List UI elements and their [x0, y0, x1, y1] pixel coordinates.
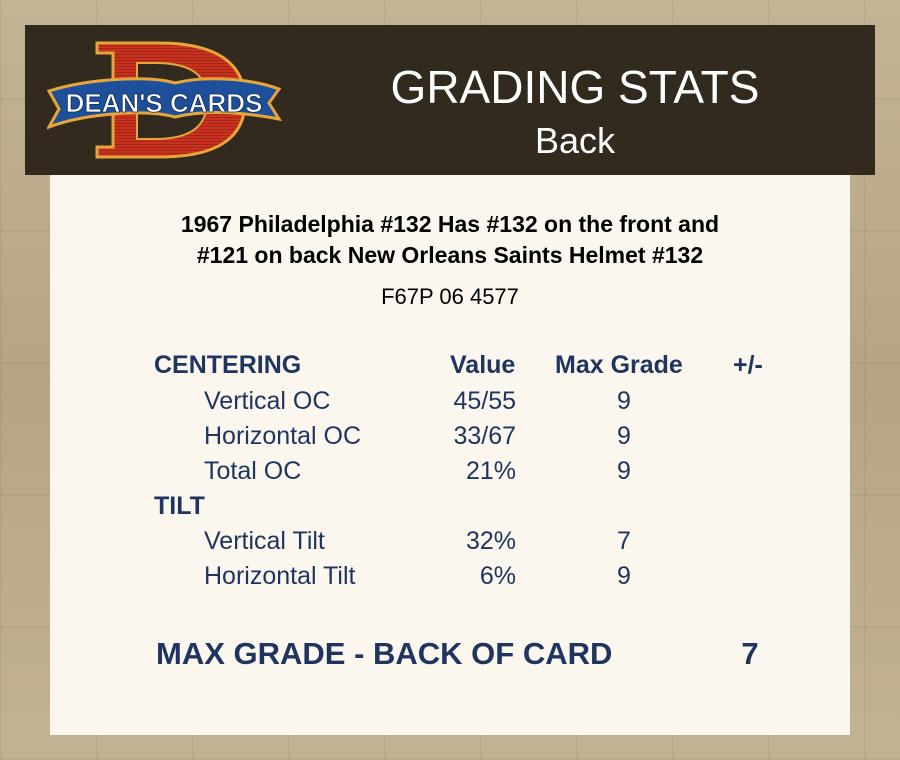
row-max-grade: 9	[617, 422, 631, 450]
row-label: Horizontal OC	[204, 422, 361, 450]
row-max-grade: 9	[617, 457, 631, 485]
card-title: 1967 Philadelphia #132 Has #132 on the f…	[80, 209, 820, 271]
row-label: Total OC	[204, 457, 302, 485]
stats-panel: 1967 Philadelphia #132 Has #132 on the f…	[50, 175, 850, 735]
row-value: 32%	[465, 527, 516, 555]
card-title-line-2: #121 on back New Orleans Saints Helmet #…	[196, 242, 704, 268]
row-value: 45/55	[453, 387, 516, 415]
section-label-tilt: TILT	[154, 492, 205, 520]
summary-label: MAX GRADE - BACK OF CARD	[156, 636, 613, 671]
stats-table: CENTERING Value Max Grade +/- Vertical O…	[50, 175, 850, 735]
row-max-grade: 9	[617, 387, 631, 415]
row-value: 6%	[479, 562, 516, 590]
header-bar: DEAN'S CARDS GRADING STATS Back	[25, 25, 875, 175]
column-header-plus-minus: +/-	[733, 351, 763, 379]
row-value: 21%	[465, 457, 516, 485]
column-header-max-grade: Max Grade	[555, 351, 683, 379]
summary-value: 7	[741, 636, 759, 671]
row-max-grade: 9	[617, 562, 631, 590]
cert-number: F67P 06 4577	[381, 284, 519, 309]
section-label-centering: CENTERING	[154, 351, 302, 379]
row-label: Vertical OC	[204, 387, 331, 415]
row-label: Horizontal Tilt	[204, 562, 356, 590]
page-title: GRADING STATS	[390, 61, 760, 113]
row-max-grade: 7	[617, 527, 631, 555]
deans-cards-logo: DEAN'S CARDS	[47, 41, 282, 159]
page-subtitle: Back	[534, 120, 616, 161]
row-label: Vertical Tilt	[204, 527, 325, 555]
column-header-value: Value	[450, 351, 516, 379]
logo-text: DEAN'S CARDS	[66, 88, 263, 118]
card-title-line-1: 1967 Philadelphia #132 Has #132 on the f…	[180, 211, 720, 237]
row-value: 33/67	[453, 422, 516, 450]
